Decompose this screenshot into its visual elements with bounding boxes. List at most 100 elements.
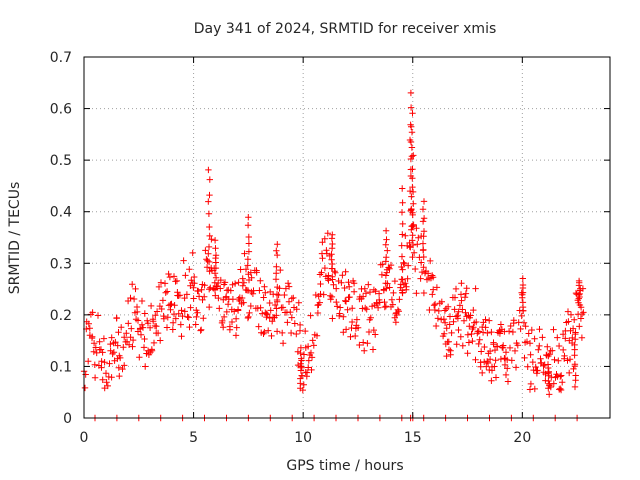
data-point bbox=[415, 234, 422, 241]
data-point bbox=[147, 348, 154, 356]
data-point bbox=[298, 372, 305, 379]
data-point bbox=[432, 322, 440, 330]
data-point bbox=[491, 363, 498, 370]
data-point bbox=[569, 325, 577, 332]
data-point bbox=[166, 273, 174, 281]
data-point bbox=[205, 198, 212, 205]
data-point bbox=[108, 334, 115, 341]
data-point bbox=[404, 275, 411, 282]
data-point bbox=[420, 246, 427, 253]
data-point bbox=[88, 334, 96, 342]
data-point bbox=[534, 367, 541, 374]
data-point bbox=[273, 305, 280, 312]
data-point bbox=[395, 308, 402, 315]
data-point bbox=[450, 318, 457, 325]
data-point bbox=[396, 296, 403, 303]
data-point bbox=[419, 240, 427, 247]
data-point bbox=[319, 255, 326, 262]
data-point bbox=[418, 268, 426, 276]
data-point bbox=[169, 326, 176, 333]
data-point bbox=[532, 363, 539, 371]
data-point bbox=[459, 306, 466, 313]
data-point bbox=[164, 314, 171, 321]
data-point bbox=[514, 342, 521, 349]
data-point bbox=[245, 271, 252, 278]
data-point bbox=[525, 330, 532, 337]
data-point bbox=[354, 324, 362, 331]
data-point bbox=[287, 329, 295, 337]
data-point bbox=[205, 258, 213, 266]
data-point bbox=[205, 166, 212, 174]
data-point bbox=[545, 385, 552, 392]
data-point bbox=[409, 110, 416, 117]
data-point bbox=[331, 268, 338, 275]
data-point bbox=[279, 304, 287, 311]
data-point bbox=[161, 280, 169, 287]
data-point bbox=[379, 261, 386, 268]
data-point bbox=[382, 303, 390, 310]
data-point bbox=[363, 306, 370, 313]
data-point bbox=[186, 323, 193, 331]
data-point bbox=[173, 277, 181, 285]
data-point bbox=[393, 311, 400, 319]
data-point bbox=[523, 338, 531, 345]
data-point bbox=[297, 349, 304, 357]
data-point bbox=[566, 369, 573, 377]
data-point bbox=[409, 183, 416, 191]
data-point bbox=[365, 328, 373, 336]
data-point bbox=[205, 210, 213, 217]
data-point bbox=[455, 326, 462, 334]
data-point bbox=[137, 325, 144, 332]
data-point bbox=[409, 166, 416, 173]
data-point bbox=[400, 259, 407, 266]
data-point bbox=[163, 324, 171, 331]
data-point bbox=[245, 240, 253, 247]
data-point bbox=[527, 380, 535, 388]
data-point bbox=[191, 280, 198, 287]
data-point bbox=[125, 320, 132, 327]
y-tick-label: 0.4 bbox=[50, 205, 72, 221]
data-point bbox=[127, 294, 134, 302]
data-point bbox=[383, 254, 390, 261]
data-point bbox=[549, 347, 556, 354]
data-point bbox=[407, 138, 415, 146]
data-point bbox=[220, 324, 227, 331]
data-point bbox=[136, 354, 143, 361]
data-point bbox=[539, 334, 546, 341]
data-point bbox=[546, 391, 553, 398]
data-point bbox=[329, 231, 336, 238]
grid-lines bbox=[84, 57, 610, 418]
data-point bbox=[133, 303, 141, 311]
data-point bbox=[466, 323, 473, 330]
data-point bbox=[399, 231, 406, 238]
data-point bbox=[90, 340, 98, 347]
data-point bbox=[103, 379, 110, 386]
data-point bbox=[318, 269, 325, 276]
data-point bbox=[183, 291, 191, 298]
data-point bbox=[334, 303, 341, 310]
data-point bbox=[94, 312, 102, 319]
data-point bbox=[382, 280, 389, 287]
data-point bbox=[172, 315, 179, 322]
data-point bbox=[160, 315, 168, 322]
data-point bbox=[226, 326, 234, 333]
data-point bbox=[300, 381, 307, 388]
data-point bbox=[540, 362, 547, 370]
x-tick-label: 0 bbox=[80, 430, 89, 446]
data-point bbox=[99, 376, 106, 383]
data-point bbox=[522, 323, 529, 330]
data-point bbox=[344, 306, 351, 313]
data-point bbox=[107, 340, 114, 348]
data-point bbox=[167, 306, 174, 313]
data-point bbox=[410, 249, 418, 256]
data-point bbox=[571, 316, 578, 323]
data-point bbox=[443, 352, 450, 360]
data-point bbox=[531, 385, 538, 393]
data-point bbox=[413, 290, 420, 297]
data-point bbox=[434, 315, 442, 322]
data-point bbox=[555, 342, 563, 350]
data-point bbox=[575, 299, 582, 306]
data-point bbox=[223, 308, 230, 316]
data-point bbox=[467, 312, 474, 319]
data-point bbox=[457, 291, 465, 298]
